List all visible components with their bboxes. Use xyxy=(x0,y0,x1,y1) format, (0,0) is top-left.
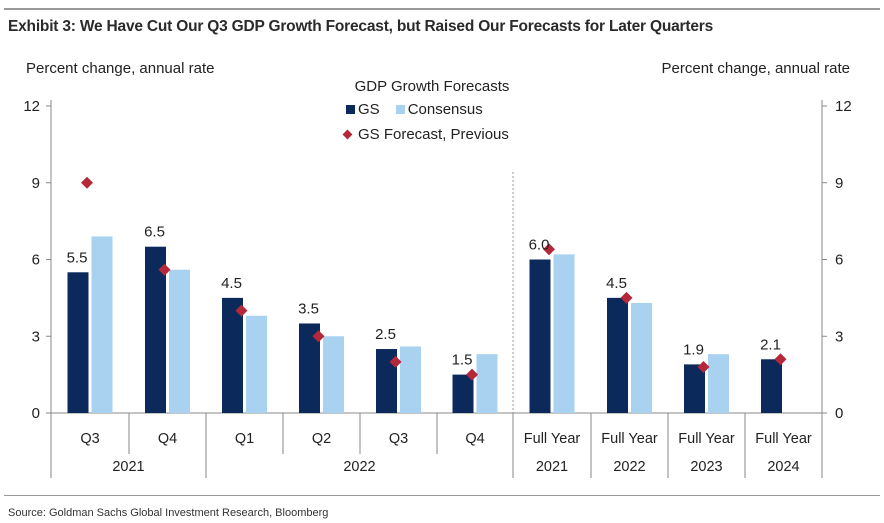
data-label: 2.5 xyxy=(375,326,396,343)
bar-consensus xyxy=(91,236,113,413)
bar-gs xyxy=(145,246,166,413)
marker-previous xyxy=(466,368,478,381)
bar-gs xyxy=(299,323,320,413)
marker-previous xyxy=(543,243,555,256)
left-tick-label: 0 xyxy=(32,405,40,422)
bar-gs xyxy=(67,272,89,413)
marker-previous xyxy=(81,176,93,189)
legend-item-consensus: Consensus xyxy=(395,101,483,118)
data-label: 3.5 xyxy=(298,300,319,317)
bottom-rule xyxy=(4,495,880,496)
x-tick-label: Full Year xyxy=(601,431,658,447)
legend-label-gs: GS xyxy=(358,101,380,118)
legend-row-bars: GS Consensus xyxy=(346,101,550,118)
x-tick-label: Q1 xyxy=(235,431,254,447)
data-label: 4.5 xyxy=(606,275,627,292)
bar-consensus xyxy=(553,254,575,413)
bar-consensus xyxy=(708,354,729,413)
right-tick-label: 0 xyxy=(835,405,843,422)
x-tick-label: Q4 xyxy=(158,431,177,447)
x-tick-label: Q4 xyxy=(465,431,484,447)
x-tick-label: Q3 xyxy=(389,431,408,447)
right-tick-label: 9 xyxy=(835,175,843,192)
left-tick-label: 9 xyxy=(32,175,40,192)
right-tick-label: 3 xyxy=(835,328,843,345)
bar-gs xyxy=(222,297,243,413)
data-label: 4.5 xyxy=(221,275,242,292)
data-label: 6.0 xyxy=(529,237,550,254)
marker-previous xyxy=(158,263,171,276)
data-label: 1.5 xyxy=(452,352,473,369)
bar-gs xyxy=(684,364,705,413)
legend-label-consensus: Consensus xyxy=(407,101,483,118)
bar-consensus xyxy=(631,302,652,413)
marker-previous xyxy=(389,355,402,368)
data-label: 6.5 xyxy=(144,224,165,241)
bar-consensus xyxy=(400,346,421,413)
marker-previous xyxy=(774,353,787,366)
x-tick-label: Full Year xyxy=(678,431,735,447)
left-tick-label: 6 xyxy=(32,252,40,269)
group-label: 2024 xyxy=(767,459,799,475)
top-rule xyxy=(4,8,880,10)
data-label: 1.9 xyxy=(683,341,704,358)
page-title: Exhibit 3: We Have Cut Our Q3 GDP Growth… xyxy=(8,18,713,35)
legend-item-gs: GS xyxy=(346,101,380,118)
bar-gs xyxy=(452,374,474,413)
x-tick-label: Q2 xyxy=(312,431,331,447)
x-tick-label: Full Year xyxy=(755,431,812,447)
left-tick-label: 3 xyxy=(32,328,40,345)
bar-gs xyxy=(607,297,628,413)
right-axis-label: Percent change, annual rate xyxy=(661,60,850,77)
legend-swatch-consensus xyxy=(395,105,405,114)
legend-title: GDP Growth Forecasts xyxy=(354,78,510,95)
x-tick-label: Full Year xyxy=(524,431,581,447)
group-label: 2021 xyxy=(536,459,568,475)
group-label: 2023 xyxy=(690,459,722,475)
bar-consensus xyxy=(476,354,498,413)
marker-previous xyxy=(235,304,248,317)
bar-consensus xyxy=(169,269,190,413)
data-label: 2.1 xyxy=(760,336,781,353)
legend-row-marker: GS Forecast, Previous xyxy=(342,126,550,143)
bar-consensus xyxy=(246,315,267,413)
right-tick-label: 6 xyxy=(835,252,843,269)
marker-previous xyxy=(312,330,325,343)
bar-gs xyxy=(376,349,397,413)
data-label: 5.5 xyxy=(67,249,88,266)
bar-gs xyxy=(529,259,551,413)
legend-label-previous: GS Forecast, Previous xyxy=(358,126,509,143)
chart-svg: 0 3 6 9 12 0 3 6 9 12 5.5 Q3 6.5 Q4 4.5 Q1 3.5 Q2 2.5 Q3 1.5… xyxy=(23,98,852,478)
right-tick-label: 12 xyxy=(835,98,852,115)
bar-consensus xyxy=(323,336,344,413)
left-axis-label: Percent change, annual rate xyxy=(26,60,215,77)
group-label: 2022 xyxy=(343,459,375,475)
group-label: 2021 xyxy=(112,459,144,475)
bar-gs xyxy=(761,359,782,413)
x-tick-label: Q3 xyxy=(80,431,99,447)
marker-previous xyxy=(620,291,633,304)
source-note: Source: Goldman Sachs Global Investment … xyxy=(8,507,329,519)
left-tick-label: 12 xyxy=(23,98,40,115)
group-label: 2022 xyxy=(613,459,645,475)
legend: GDP Growth Forecasts GS Consensus GS For… xyxy=(320,78,550,143)
legend-swatch-gs xyxy=(346,105,355,114)
marker-previous xyxy=(697,360,710,373)
